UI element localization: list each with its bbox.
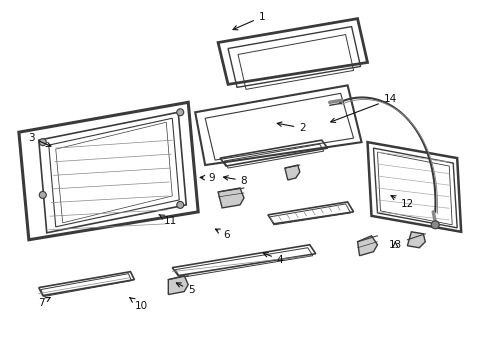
Text: 13: 13 (389, 240, 402, 250)
Polygon shape (218, 188, 244, 208)
Text: 10: 10 (130, 298, 148, 311)
Text: 12: 12 (391, 195, 414, 210)
Circle shape (431, 221, 439, 229)
Circle shape (177, 109, 184, 116)
Polygon shape (358, 236, 377, 256)
Text: 6: 6 (216, 229, 230, 239)
Polygon shape (168, 276, 188, 294)
Circle shape (39, 192, 46, 198)
Text: 9: 9 (200, 173, 215, 183)
Text: 5: 5 (176, 283, 195, 296)
Text: 4: 4 (264, 253, 283, 265)
Polygon shape (285, 165, 300, 180)
Text: 2: 2 (277, 122, 306, 133)
Text: 1: 1 (233, 12, 266, 30)
Text: 11: 11 (159, 215, 177, 226)
Circle shape (177, 201, 184, 208)
Text: 8: 8 (223, 176, 247, 186)
Text: 3: 3 (28, 133, 51, 147)
Polygon shape (407, 232, 425, 248)
Circle shape (39, 139, 46, 146)
Text: 14: 14 (331, 94, 397, 122)
Text: 7: 7 (38, 297, 50, 308)
